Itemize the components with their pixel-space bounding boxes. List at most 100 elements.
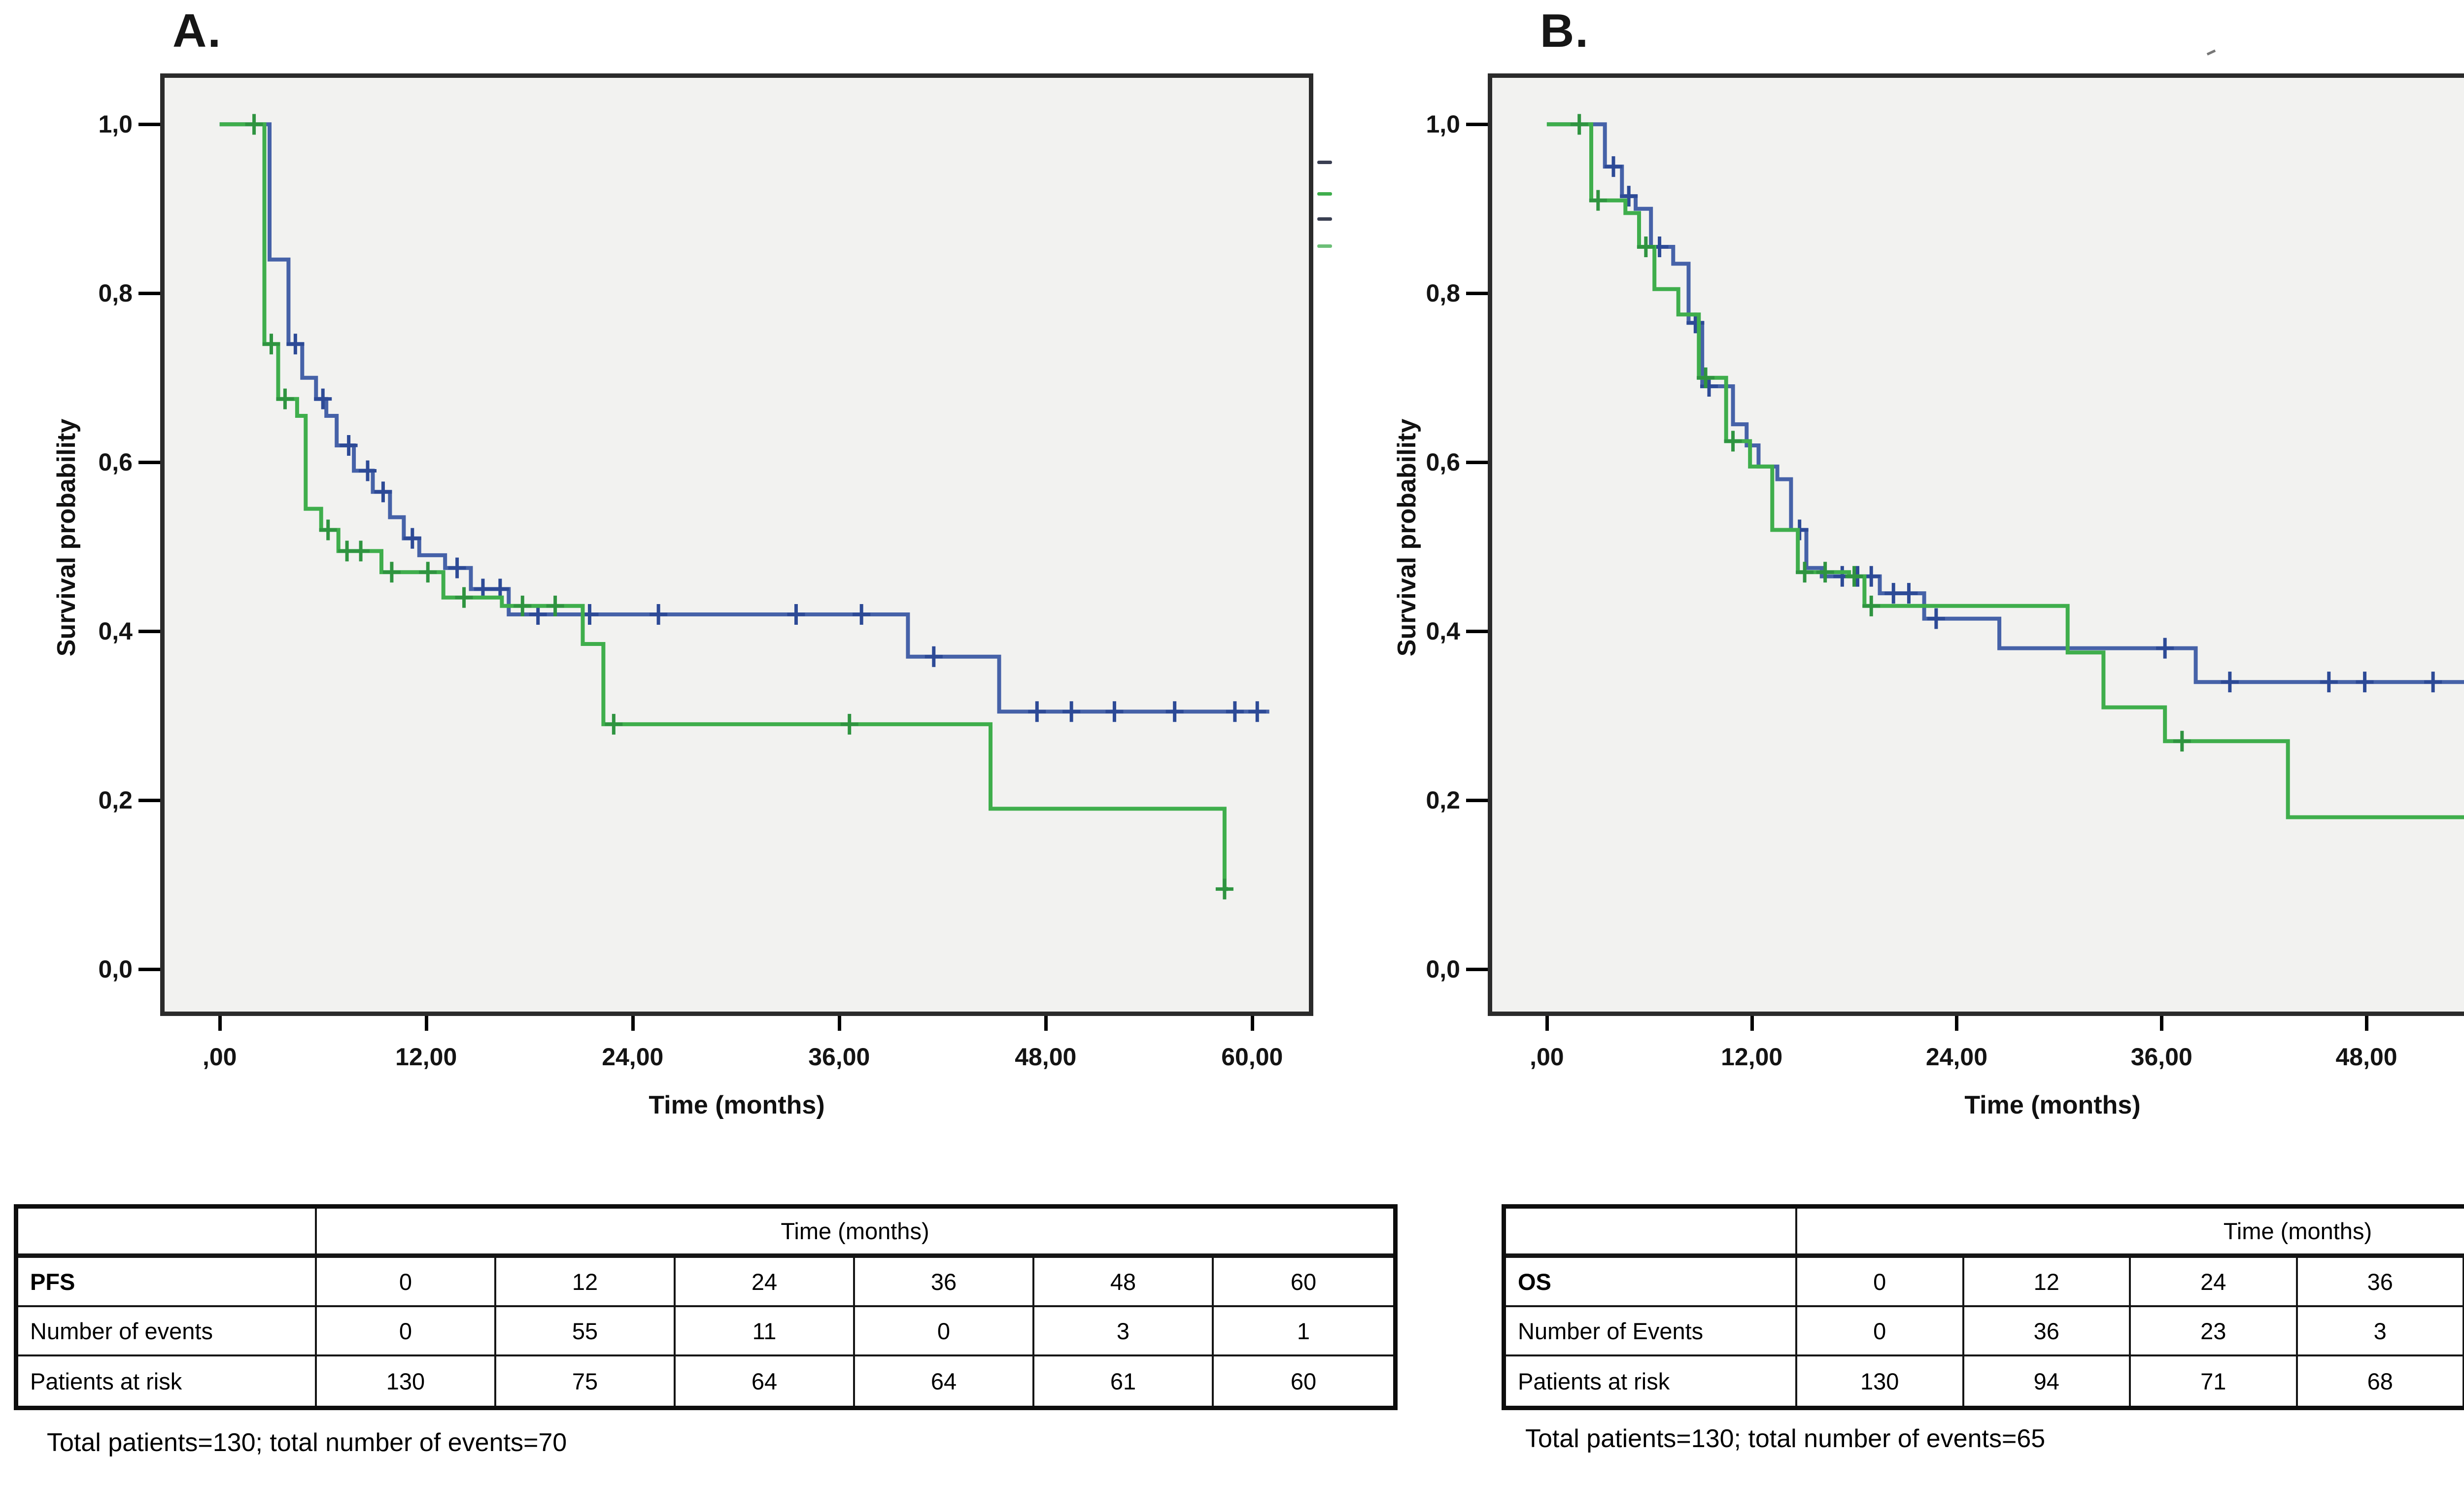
os-table-value-cell: 36 bbox=[2297, 1258, 2464, 1307]
plot-area-pfs bbox=[160, 73, 1313, 1016]
pfs-table-value-cell: 75 bbox=[496, 1356, 676, 1406]
stray-scan-mark bbox=[2206, 49, 2216, 56]
os-y-tick-label: 0,4 bbox=[1426, 617, 1460, 645]
os-x-tick bbox=[1955, 1016, 1959, 1031]
os-blue-group-censor-mark bbox=[2156, 638, 2174, 659]
pfs-table-value-cell: 48 bbox=[1034, 1258, 1214, 1307]
pfs-green-group-censor-mark bbox=[382, 562, 401, 583]
pfs-blue-group-censor-mark bbox=[314, 388, 332, 409]
pfs-x-tick-label: 36,00 bbox=[808, 1043, 870, 1071]
os-blue-group-censor-mark bbox=[2424, 672, 2442, 693]
os-x-tick-label: 36,00 bbox=[2130, 1043, 2192, 1071]
os-x-tick-label: 48,00 bbox=[2335, 1043, 2397, 1071]
os-y-tick bbox=[1466, 292, 1488, 296]
pfs-y-tick bbox=[138, 799, 160, 803]
os-blue-group-censor-mark bbox=[2320, 672, 2338, 693]
os-x-tick bbox=[1545, 1016, 1549, 1031]
os-table-value-cell: 12 bbox=[1964, 1258, 2131, 1307]
os-y-tick bbox=[1466, 461, 1488, 465]
x-axis-title-os: Time (months) bbox=[1964, 1091, 2141, 1119]
pfs-table-value-cell: 60 bbox=[1214, 1356, 1393, 1406]
os-table-row-label: Patients at risk bbox=[1506, 1356, 1797, 1406]
os-blue-group-censor-mark bbox=[1620, 186, 1638, 207]
panel-label-a: A. bbox=[172, 4, 222, 57]
pfs-table-value-cell: 130 bbox=[317, 1356, 496, 1406]
pfs-table-value-cell: 0 bbox=[855, 1307, 1034, 1356]
os-blue-group-censor-mark bbox=[1605, 156, 1623, 177]
pfs-blue-group-censor-mark bbox=[359, 460, 377, 481]
pfs-blue-group-censor-mark bbox=[286, 334, 305, 355]
os-curves bbox=[1546, 114, 2464, 819]
pfs-blue-group-censor-mark bbox=[374, 481, 392, 503]
pfs-green-group-censor-mark bbox=[419, 562, 437, 583]
pfs-blue-group-censor-mark bbox=[1226, 701, 1244, 722]
os-y-tick bbox=[1466, 799, 1488, 803]
os-y-tick-label: 0,8 bbox=[1426, 279, 1460, 307]
os-table-value-cell: 68 bbox=[2297, 1356, 2464, 1406]
pfs-x-tick bbox=[631, 1016, 635, 1031]
pfs-green-group-censor-mark bbox=[1215, 879, 1233, 900]
pfs-cropped-legend-mark bbox=[1317, 244, 1332, 248]
os-table-value-cell: 71 bbox=[2131, 1356, 2298, 1406]
pfs-x-tick bbox=[218, 1016, 222, 1031]
pfs-cropped-legend-mark bbox=[1317, 161, 1332, 165]
pfs-table-value-cell: 12 bbox=[496, 1258, 676, 1307]
pfs-y-tick bbox=[138, 123, 160, 127]
os-table-value-cell: 23 bbox=[2131, 1307, 2298, 1356]
os-table-value-cell: 94 bbox=[1964, 1356, 2131, 1406]
os-table-value-cell: 3 bbox=[2297, 1307, 2464, 1356]
os-x-tick bbox=[2160, 1016, 2164, 1031]
pfs-blue-group-censor-mark bbox=[853, 604, 871, 625]
pfs-blue-group-censor-mark bbox=[448, 557, 466, 578]
pfs-green-group-curve bbox=[219, 122, 1228, 891]
os-x-tick-label: ,00 bbox=[1530, 1043, 1564, 1071]
pfs-green-group-censor-mark bbox=[352, 541, 370, 562]
pfs-blue-group-censor-mark bbox=[650, 604, 668, 625]
os-x-tick bbox=[2365, 1016, 2369, 1031]
pfs-y-tick-label: 0,8 bbox=[98, 279, 133, 307]
pfs-green-group-censor-mark bbox=[319, 519, 337, 541]
pfs-table-value-cell: 11 bbox=[676, 1307, 855, 1356]
pfs-x-tick-label: 12,00 bbox=[395, 1043, 457, 1071]
pfs-y-tick-label: 0,0 bbox=[98, 955, 133, 983]
pfs-y-tick-label: 0,4 bbox=[98, 617, 133, 645]
os-green-group-censor-mark bbox=[1570, 114, 1588, 135]
pfs-green-group-censor-mark bbox=[840, 713, 858, 735]
os-blue-group-censor-mark bbox=[2356, 672, 2374, 693]
pfs-x-tick bbox=[424, 1016, 428, 1031]
os-x-tick bbox=[1750, 1016, 1754, 1031]
pfs-blue-group-censor-mark bbox=[1165, 701, 1184, 722]
pfs-x-tick-label: 60,00 bbox=[1221, 1043, 1283, 1071]
pfs-table-corner-cell bbox=[18, 1209, 317, 1258]
pfs-cropped-legend-mark bbox=[1317, 192, 1332, 196]
pfs-risk-table: Time (months) PFS 0 12 24 36 48 60 Number of eve… bbox=[14, 1204, 1398, 1410]
pfs-x-tick-label: 24,00 bbox=[602, 1043, 664, 1071]
pfs-table-value-cell: 0 bbox=[317, 1258, 496, 1307]
y-axis-title-pfs: Survival probability bbox=[52, 418, 81, 657]
pfs-table-value-cell: 55 bbox=[496, 1307, 676, 1356]
y-axis-title-os: Survival probability bbox=[1393, 418, 1421, 657]
os-green-group-censor-mark bbox=[1637, 236, 1655, 257]
pfs-green-group-censor-mark bbox=[455, 587, 473, 608]
pfs-x-tick bbox=[837, 1016, 841, 1031]
os-table-caption: Total patients=130; total number of even… bbox=[1525, 1424, 2046, 1453]
pfs-green-group-censor-mark bbox=[546, 595, 564, 616]
os-y-tick-label: 0,6 bbox=[1426, 448, 1460, 476]
os-table-row-label: OS bbox=[1506, 1258, 1797, 1307]
pfs-green-group-censor-mark bbox=[513, 595, 532, 616]
os-blue-group-censor-mark bbox=[1900, 583, 1918, 604]
pfs-cropped-legend-mark bbox=[1317, 217, 1332, 221]
os-y-tick-label: 0,2 bbox=[1426, 786, 1460, 814]
os-table-value-cell: 24 bbox=[2131, 1258, 2298, 1307]
os-green-group-censor-mark bbox=[1845, 566, 1863, 587]
pfs-green-group-censor-mark bbox=[276, 388, 294, 409]
os-table-value-cell: 36 bbox=[1964, 1307, 2131, 1356]
pfs-table-value-cell: 1 bbox=[1214, 1307, 1393, 1356]
pfs-x-tick bbox=[1044, 1016, 1048, 1031]
pfs-x-tick bbox=[1250, 1016, 1254, 1031]
os-green-group-censor-mark bbox=[1589, 190, 1607, 211]
os-x-tick-label: 12,00 bbox=[1721, 1043, 1783, 1071]
pfs-green-group-censor-mark bbox=[245, 114, 263, 135]
os-y-tick-label: 0,0 bbox=[1426, 955, 1460, 983]
